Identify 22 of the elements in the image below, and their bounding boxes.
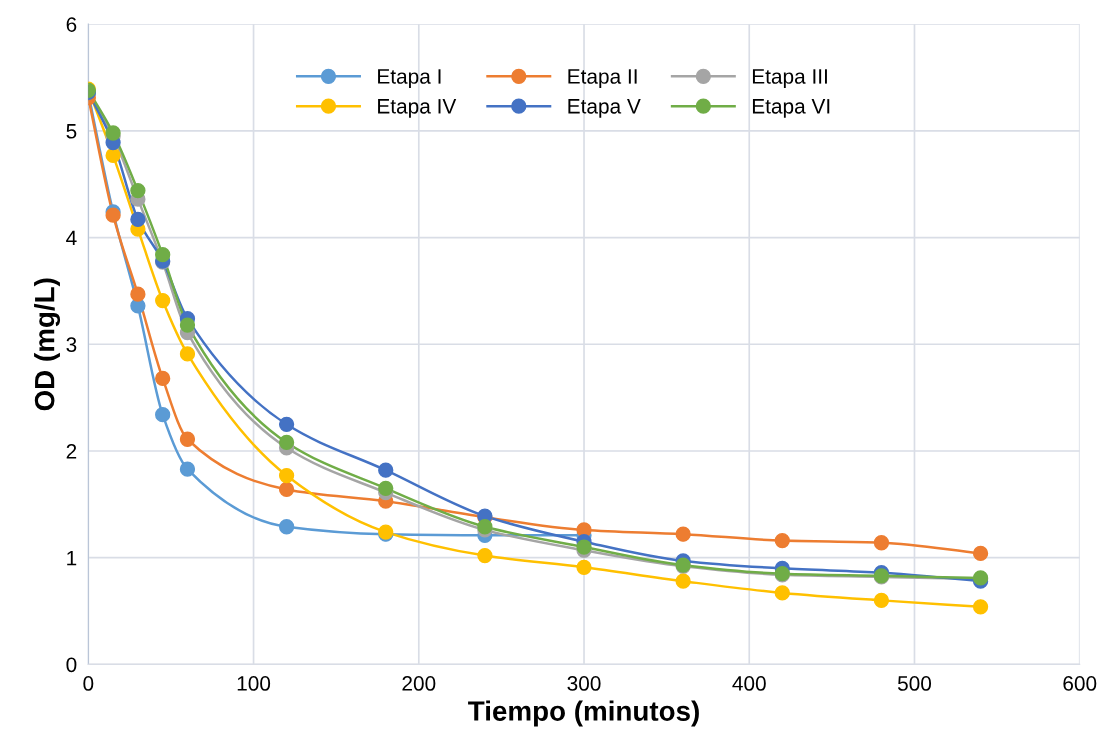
legend-label: Etapa VI: [752, 99, 830, 118]
x-tick-label: 600: [1063, 676, 1097, 691]
y-axis-title: OD (mg/L): [34, 278, 61, 411]
x-tick-label: 0: [83, 676, 94, 691]
x-axis-title: Tiempo (minutos): [468, 700, 699, 727]
y-tick-label: 3: [66, 337, 77, 353]
y-tick-label: 4: [66, 230, 77, 246]
x-tick-label: 400: [732, 676, 766, 691]
x-tick-label: 500: [897, 676, 932, 691]
x-tick-label: 200: [402, 676, 436, 691]
legend-label: Etapa II: [568, 69, 637, 88]
y-tick-label: 2: [66, 443, 77, 459]
y-tick-label: 0: [66, 657, 77, 673]
y-tick-label: 1: [67, 550, 77, 566]
legend-label: Etapa I: [378, 69, 441, 88]
y-tick-label: 6: [66, 17, 77, 32]
legend-label: Etapa V: [568, 99, 641, 118]
y-tick-label: 5: [66, 124, 77, 139]
x-tick-label: 100: [237, 676, 271, 691]
x-tick-label: 300: [567, 676, 601, 691]
legend-label: Etapa III: [752, 69, 827, 88]
legend-label: Etapa IV: [378, 99, 457, 118]
